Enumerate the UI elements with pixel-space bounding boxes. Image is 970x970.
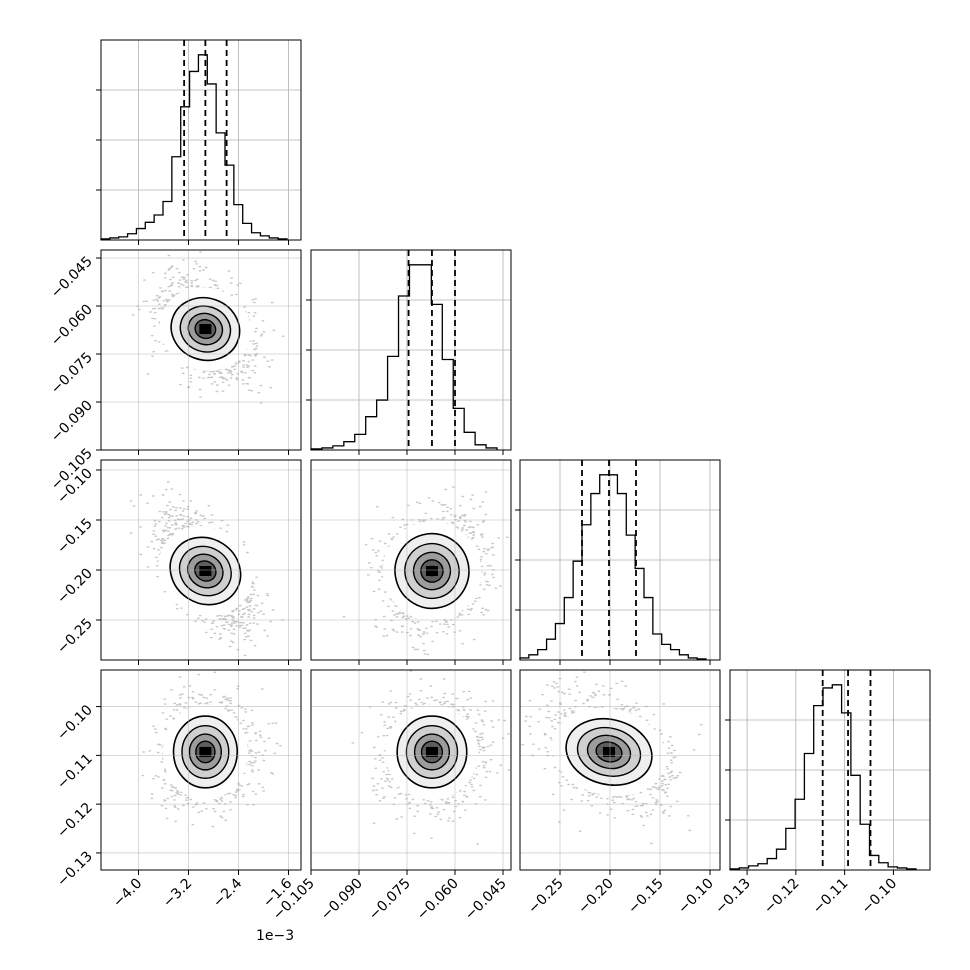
panel-content: [351, 670, 511, 845]
panel-frame: [519, 669, 721, 871]
x-tick-label: −0.060: [414, 876, 462, 924]
density-peak: [199, 746, 212, 757]
panel-frame: [100, 459, 302, 661]
panel-frame: [310, 459, 512, 661]
x-tick-label: −3.2: [160, 876, 195, 911]
scatter-panel-2-1: [310, 459, 512, 661]
y-tick-label: −0.20: [54, 566, 96, 608]
x-tick-label: −4.0: [110, 876, 145, 911]
density-peak: [425, 746, 438, 757]
panel-frame: [100, 249, 302, 451]
panel-content: [129, 481, 284, 657]
density-peak: [603, 746, 615, 757]
y-tick-label: −0.13: [54, 848, 96, 890]
x-tick-label: −0.075: [366, 876, 414, 924]
hist-panel-2: [515, 459, 721, 661]
hist-frame-0: [100, 39, 302, 241]
scatter-panel-3-2: [519, 669, 721, 871]
x-tick-label: −0.12: [761, 876, 803, 918]
hist-bars-1: [310, 264, 498, 450]
scatter-panel-2-0: [100, 459, 302, 661]
panel-frame: [310, 669, 512, 871]
y-tick-label: −0.12: [54, 800, 96, 842]
x-scale-factor-label: 1e−3: [256, 928, 294, 944]
density-peak: [199, 566, 212, 576]
panel-frame: [100, 669, 302, 871]
hist-panel-0: [96, 39, 302, 241]
x-tick-label: −2.4: [210, 875, 245, 910]
density-peak: [425, 566, 438, 576]
hist-bars-3: [729, 684, 917, 870]
y-tick-label: −0.25: [54, 616, 96, 658]
density-peak: [199, 324, 212, 335]
x-tick-label: −0.10: [859, 876, 901, 918]
hist-panel-3: [725, 669, 931, 871]
scatter-panel-3-1: [310, 669, 512, 871]
y-tick-label: −0.045: [48, 254, 96, 302]
y-tick-label: −0.11: [54, 751, 96, 793]
hist-frame-3: [729, 669, 931, 871]
y-tick-label: −0.075: [48, 350, 96, 398]
hist-frame-1: [310, 249, 512, 451]
x-tick-label: −0.10: [675, 876, 717, 918]
scatter-panel-3-0: [100, 669, 302, 871]
panel-content: [141, 671, 282, 828]
y-tick-label: −0.15: [54, 516, 96, 558]
x-tick-label: −0.090: [318, 876, 366, 924]
y-tick-label: −0.090: [48, 398, 96, 446]
hist-bars-0: [100, 54, 288, 240]
x-tick-label: −0.15: [625, 876, 667, 918]
y-tick-label: −0.060: [48, 302, 96, 350]
x-tick-label: −0.11: [810, 876, 852, 918]
panel-content: [342, 486, 509, 656]
x-tick-label: −0.20: [575, 876, 617, 918]
panel-content: [131, 251, 285, 404]
scatter-panel-1-0: [100, 249, 302, 451]
panel-content: [521, 671, 703, 845]
hist-frame-2: [519, 459, 721, 661]
hist-bars-2: [519, 474, 707, 660]
y-tick-label: −0.10: [54, 702, 96, 744]
x-tick-label: −0.13: [712, 876, 754, 918]
hist-panel-1: [306, 249, 512, 451]
x-tick-label: −0.045: [462, 876, 510, 924]
x-tick-label: −0.25: [525, 876, 567, 918]
